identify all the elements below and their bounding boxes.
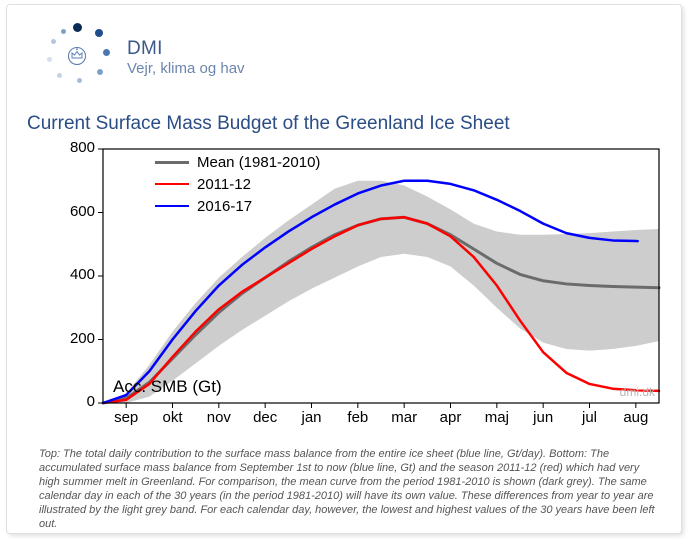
ytick-label: 400 bbox=[55, 266, 95, 283]
logo-dot bbox=[97, 69, 103, 75]
chart-svg bbox=[45, 143, 663, 443]
xtick-label: sep bbox=[114, 409, 138, 426]
legend-text: Mean (1981-2010) bbox=[197, 154, 320, 171]
dmi-logo bbox=[37, 23, 115, 85]
org-text: DMI Vejr, klima og hav bbox=[127, 38, 245, 77]
xtick-label: jan bbox=[301, 409, 321, 426]
legend-swatch bbox=[155, 161, 189, 164]
legend-row: 2016-17 bbox=[155, 195, 320, 217]
ytick-label: 800 bbox=[55, 139, 95, 156]
chart-attrib: dmi.dk bbox=[620, 385, 655, 399]
chart: Mean (1981-2010) 2011-12 2016-17 Acc. SMB … bbox=[45, 143, 663, 443]
legend-text: 2016-17 bbox=[197, 198, 252, 215]
page-title: Current Surface Mass Budget of the Green… bbox=[27, 113, 510, 135]
logo-dot bbox=[103, 49, 110, 56]
legend-swatch bbox=[155, 183, 189, 186]
ytick-label: 200 bbox=[55, 330, 95, 347]
xtick-label: nov bbox=[207, 409, 231, 426]
chart-inner-label: Acc. SMB (Gt) bbox=[113, 377, 222, 397]
xtick-label: jun bbox=[533, 409, 553, 426]
xtick-label: aug bbox=[623, 409, 648, 426]
legend-row: 2011-12 bbox=[155, 173, 320, 195]
org-name: DMI bbox=[127, 38, 245, 60]
legend-swatch bbox=[155, 205, 189, 208]
ytick-label: 600 bbox=[55, 203, 95, 220]
logo-dot bbox=[51, 39, 56, 44]
legend-row: Mean (1981-2010) bbox=[155, 151, 320, 173]
logo-dot bbox=[47, 57, 52, 62]
xtick-label: mar bbox=[391, 409, 417, 426]
crown-icon bbox=[65, 45, 89, 65]
legend-text: 2011-12 bbox=[197, 176, 251, 193]
org-tagline: Vejr, klima og hav bbox=[127, 60, 245, 77]
caption: Top: The total daily contribution to the… bbox=[39, 447, 659, 531]
header: DMI Vejr, klima og hav bbox=[37, 23, 245, 85]
logo-dot bbox=[61, 29, 66, 34]
logo-dot bbox=[95, 29, 103, 37]
xtick-label: okt bbox=[162, 409, 182, 426]
xtick-label: maj bbox=[485, 409, 509, 426]
logo-dot bbox=[57, 73, 62, 78]
xtick-label: jul bbox=[582, 409, 597, 426]
ytick-label: 0 bbox=[55, 393, 95, 410]
xtick-label: feb bbox=[347, 409, 368, 426]
xtick-label: dec bbox=[253, 409, 277, 426]
xtick-label: apr bbox=[440, 409, 462, 426]
logo-dot bbox=[73, 23, 82, 32]
card: DMI Vejr, klima og hav Current Surface M… bbox=[6, 4, 682, 534]
logo-dot bbox=[77, 78, 82, 83]
legend: Mean (1981-2010) 2011-12 2016-17 bbox=[155, 151, 320, 217]
